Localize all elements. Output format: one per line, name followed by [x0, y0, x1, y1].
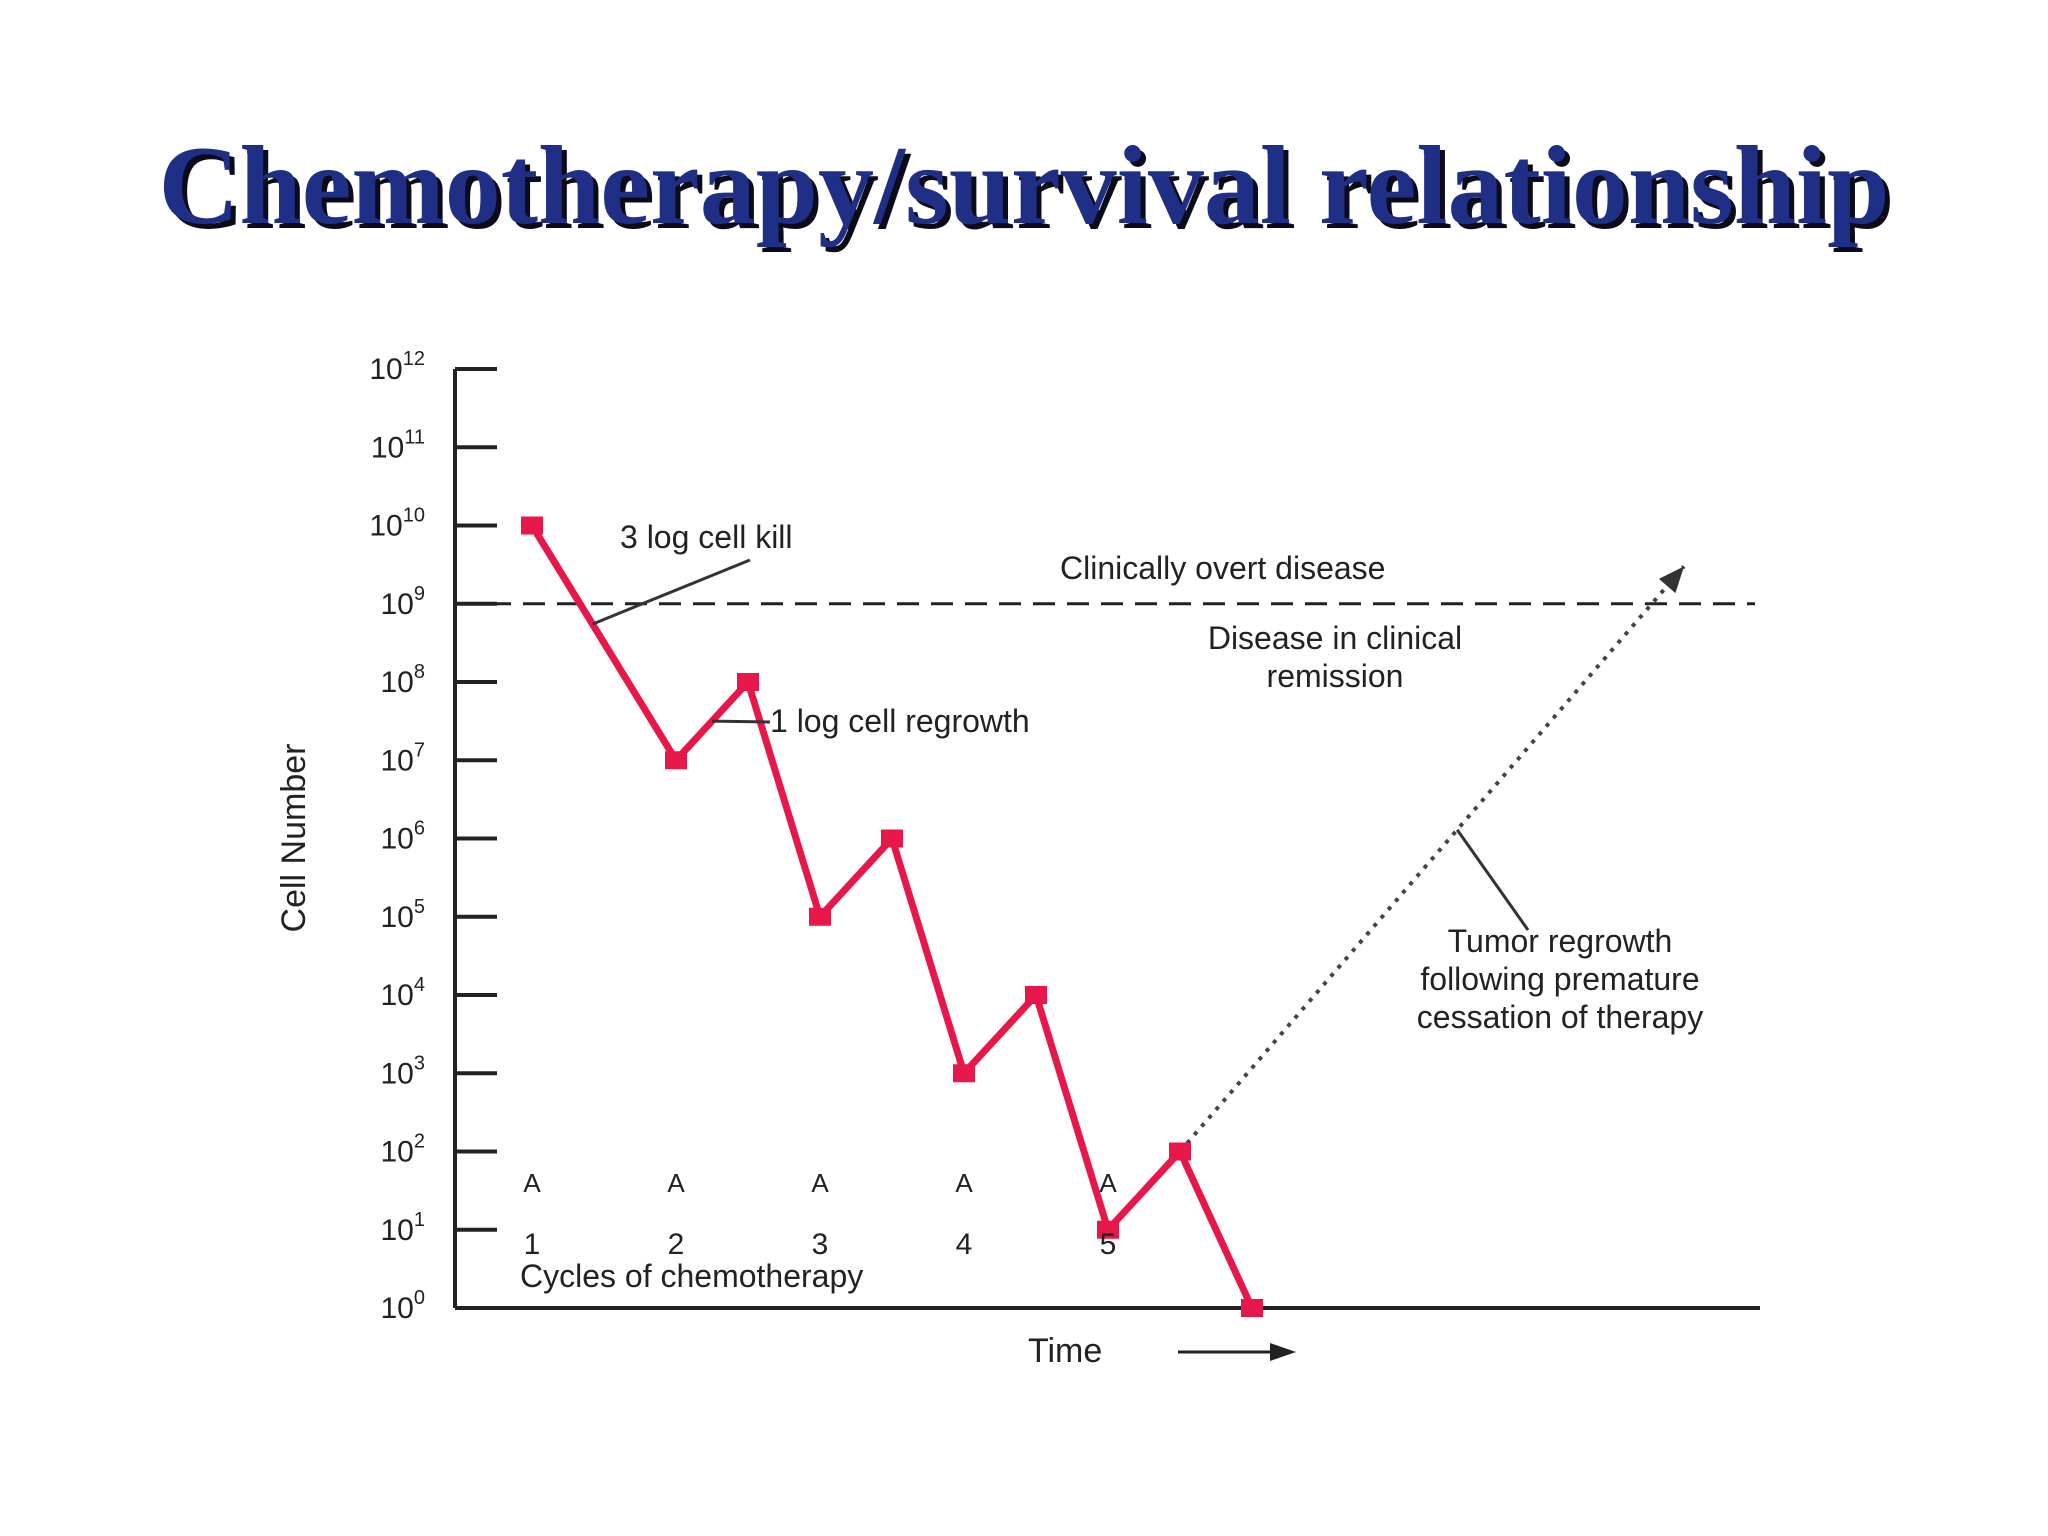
data-point: [737, 673, 759, 691]
axis-labels: Cell Number Time: [275, 744, 1296, 1370]
series-line: [529, 523, 1256, 1310]
annotations: 3 log cell kill 1 log cell regrowth: [591, 519, 1030, 739]
y-tick-label: 109: [381, 583, 426, 621]
y-tick-label: 107: [381, 739, 426, 777]
slide-title: Chemotherapy/survival relationship: [158, 124, 1890, 248]
data-point: [521, 516, 543, 535]
regrowth-leader-small: [711, 719, 771, 724]
regrowth-line: [1178, 565, 1686, 1153]
regrowth-label: cessation of therapy: [1417, 999, 1703, 1035]
y-tick-label: 103: [381, 1052, 426, 1090]
x-axis-title: Time: [1028, 1332, 1102, 1370]
cycle-marker: A: [811, 1168, 829, 1198]
cycles-title: Cycles of chemotherapy: [520, 1258, 863, 1294]
data-point: [665, 751, 687, 770]
cycle-marker: A: [523, 1168, 541, 1198]
axes: [453, 369, 1760, 1310]
data-point: [1169, 1142, 1191, 1161]
cycle-label: 4: [956, 1228, 973, 1261]
regrowth-label: Tumor regrowth: [1448, 923, 1673, 959]
y-tick-label: 108: [381, 661, 426, 699]
y-tick-label: 1011: [371, 426, 425, 464]
cycle-marker: A: [667, 1168, 685, 1198]
y-tick-label: 105: [381, 896, 426, 934]
regrowth-arrow: [1658, 566, 1684, 594]
data-point: [881, 829, 903, 848]
threshold-label-below: remission: [1267, 658, 1404, 694]
y-axis-ticks: 1012 1011 1010 109 108 107 106 105 104 103 102 101 1…: [369, 348, 497, 1325]
regrowth-label: following premature: [1420, 961, 1699, 997]
threshold-label-above: Clinically overt disease: [1060, 550, 1385, 586]
time-arrow-head: [1270, 1343, 1296, 1361]
y-tick-label: 101: [381, 1209, 426, 1247]
y-tick-label: 104: [381, 974, 426, 1012]
regrowth-leader: [1455, 828, 1530, 931]
data-point: [953, 1064, 975, 1083]
cycle-marker: A: [1099, 1168, 1117, 1198]
data-point: [809, 907, 831, 926]
kill-leader: [591, 558, 751, 626]
cell-count-series: [521, 516, 1263, 1317]
cycle-label: 1: [524, 1228, 541, 1261]
y-tick-label: 100: [381, 1287, 426, 1325]
y-tick-label: 1010: [369, 505, 425, 543]
data-point: [1097, 1220, 1119, 1239]
cycle-label: 5: [1100, 1228, 1117, 1261]
y-tick-label: 1012: [369, 348, 425, 386]
y-tick-label: 102: [381, 1131, 426, 1169]
cycle-marker: A: [955, 1168, 973, 1198]
clinical-threshold: Clinically overt disease Disease in clini…: [455, 550, 1755, 694]
chemotherapy-cycles: A 1 A 2 A 3 A 4 A 5 Cycles of chemotherapy: [520, 1168, 1117, 1294]
y-tick-label: 106: [381, 818, 426, 856]
annotation-cell-regrowth: 1 log cell regrowth: [770, 703, 1030, 739]
y-axis-title: Cell Number: [275, 744, 313, 933]
data-point: [1241, 1299, 1263, 1317]
threshold-label-below: Disease in clinical: [1208, 620, 1462, 656]
data-point: [1025, 986, 1047, 1004]
cycle-label: 2: [668, 1228, 685, 1261]
annotation-cell-kill: 3 log cell kill: [620, 519, 793, 555]
cycle-label: 3: [812, 1228, 829, 1261]
